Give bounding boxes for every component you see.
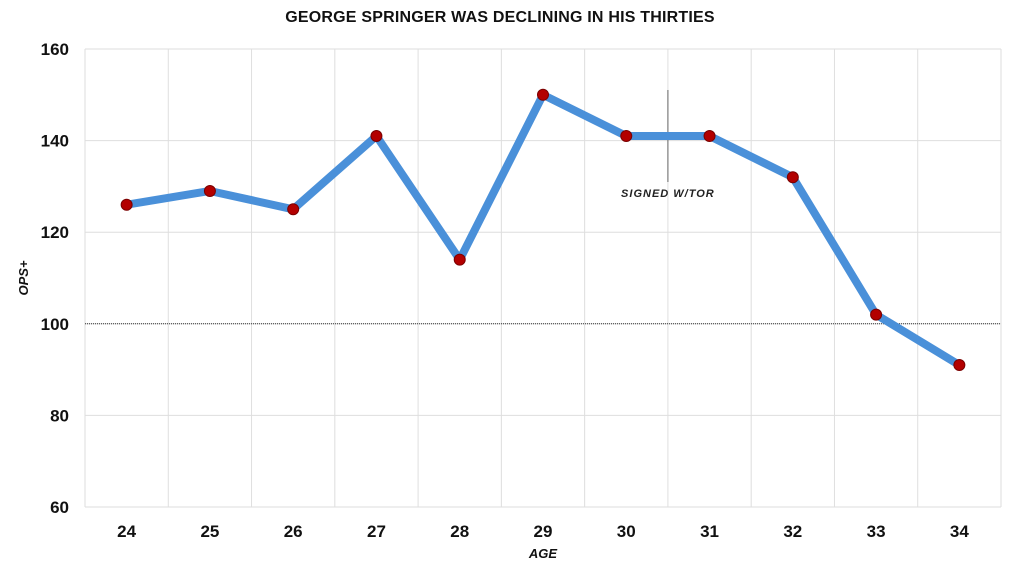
y-tick-label: 160: [41, 40, 69, 59]
y-axis-title: OPS+: [16, 260, 31, 295]
x-tick-label: 25: [200, 522, 219, 541]
data-point: [537, 88, 549, 101]
data-point: [370, 130, 383, 143]
x-tick-label: 31: [700, 522, 719, 541]
data-points: [120, 88, 966, 372]
data-point: [203, 184, 216, 197]
x-tick-label: 34: [950, 522, 969, 541]
x-tick-labels: 24 25 26 27 28 29 30 31 32 33 34: [117, 522, 969, 541]
data-point: [453, 253, 466, 266]
x-tick-label: 29: [534, 522, 553, 541]
y-tick-labels: 60 80 100 120 140 160: [41, 40, 69, 517]
data-point: [120, 198, 133, 211]
data-point: [953, 359, 966, 372]
x-axis-title: AGE: [528, 546, 558, 561]
annotation-label: SIGNED W/TOR: [621, 188, 715, 200]
y-tick-label: 120: [41, 223, 69, 242]
x-tick-label: 32: [783, 522, 802, 541]
y-tick-label: 140: [41, 132, 69, 151]
data-point: [703, 130, 716, 143]
y-tick-label: 100: [41, 315, 69, 334]
y-tick-label: 80: [50, 406, 69, 425]
x-tick-label: 27: [367, 522, 386, 541]
data-point: [287, 203, 300, 216]
data-point: [870, 308, 883, 321]
chart-title: GEORGE SPRINGER WAS DECLINING IN HIS THI…: [285, 9, 715, 26]
x-tick-label: 26: [284, 522, 303, 541]
y-tick-label: 60: [50, 498, 69, 517]
gridlines: [84, 48, 1002, 508]
x-tick-label: 33: [867, 522, 886, 541]
x-tick-label: 28: [450, 522, 469, 541]
x-tick-label: 24: [117, 522, 136, 541]
data-point: [620, 130, 633, 143]
data-point: [786, 171, 799, 184]
x-tick-label: 30: [617, 522, 636, 541]
